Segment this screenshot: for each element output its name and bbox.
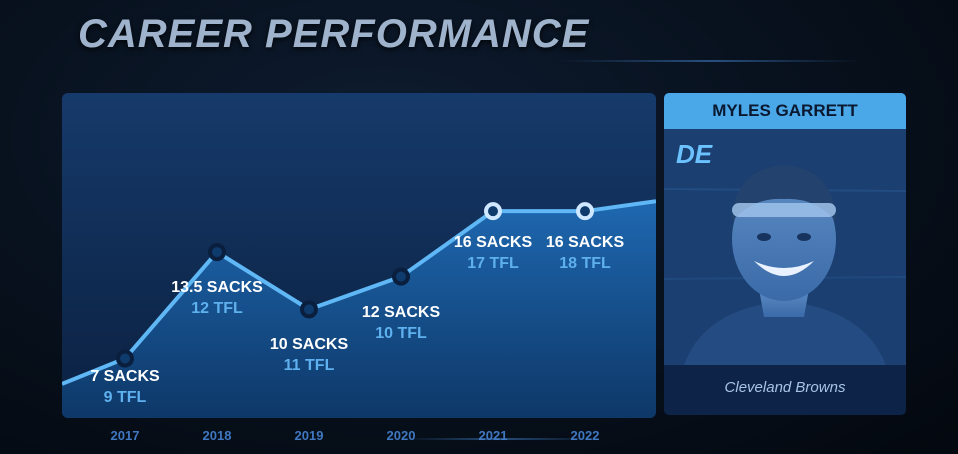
point-label-2018: 13.5 SACKS 12 TFL xyxy=(147,279,287,318)
player-card: MYLES GARRETT DE Cleveland Browns xyxy=(664,93,906,415)
player-team: Cleveland Browns xyxy=(724,379,846,396)
decorative-streak xyxy=(400,438,600,440)
point-label-2022: 16 SACKS 18 TFL xyxy=(515,234,655,273)
x-tick-2022: 2022 xyxy=(570,428,600,443)
line-chart xyxy=(62,199,656,418)
sacks-label: 16 SACKS xyxy=(545,234,625,252)
x-tick-2020: 2020 xyxy=(386,428,416,443)
x-tick-2019: 2019 xyxy=(294,428,324,443)
data-point-2018 xyxy=(208,243,226,262)
sacks-label: 7 SACKS xyxy=(90,368,160,385)
player-position: DE xyxy=(676,139,713,169)
tfl-label: 12 TFL xyxy=(191,300,243,318)
data-point-2022 xyxy=(576,202,594,221)
tfl-label: 11 TFL xyxy=(283,357,335,375)
player-name: MYLES GARRETT xyxy=(664,93,906,129)
sacks-label: 13.5 SACKS xyxy=(171,279,263,297)
data-point-2017 xyxy=(116,349,134,368)
x-tick-2017: 2017 xyxy=(110,428,140,443)
series-line xyxy=(62,199,656,386)
page-title: CAREER PERFORMANCE xyxy=(78,12,590,56)
player-silhouette xyxy=(664,129,906,365)
area-fill xyxy=(62,201,656,418)
sacks-label: 12 SACKS xyxy=(361,303,441,321)
tfl-label: 10 TFL xyxy=(375,324,427,342)
tfl-label: 18 TFL xyxy=(559,255,611,273)
point-label-2021: 16 SACKS 17 TFL xyxy=(423,234,563,273)
data-point-2021 xyxy=(484,202,502,221)
sacks-label: 16 SACKS xyxy=(453,234,533,252)
x-tick-2018: 2018 xyxy=(202,428,232,443)
point-label-2020: 12 SACKS 10 TFL xyxy=(331,304,471,343)
tfl-label: 9 TFL xyxy=(103,389,147,406)
sacks-label: 10 SACKS xyxy=(269,336,349,354)
x-tick-2021: 2021 xyxy=(478,428,508,443)
point-label-2019: 10 SACKS 11 TFL xyxy=(239,336,379,375)
chart-panel: 7 SACKS 9 TFL 13.5 SACKS 12 TFL 10 SACKS 11 T… xyxy=(62,93,656,418)
player-photo xyxy=(664,129,906,365)
data-point-2019 xyxy=(300,300,318,319)
data-point-2020 xyxy=(392,267,410,286)
decorative-streak xyxy=(560,60,860,62)
tfl-label: 17 TFL xyxy=(467,255,519,273)
point-label-2017: 7 SACKS 9 TFL xyxy=(62,368,195,407)
